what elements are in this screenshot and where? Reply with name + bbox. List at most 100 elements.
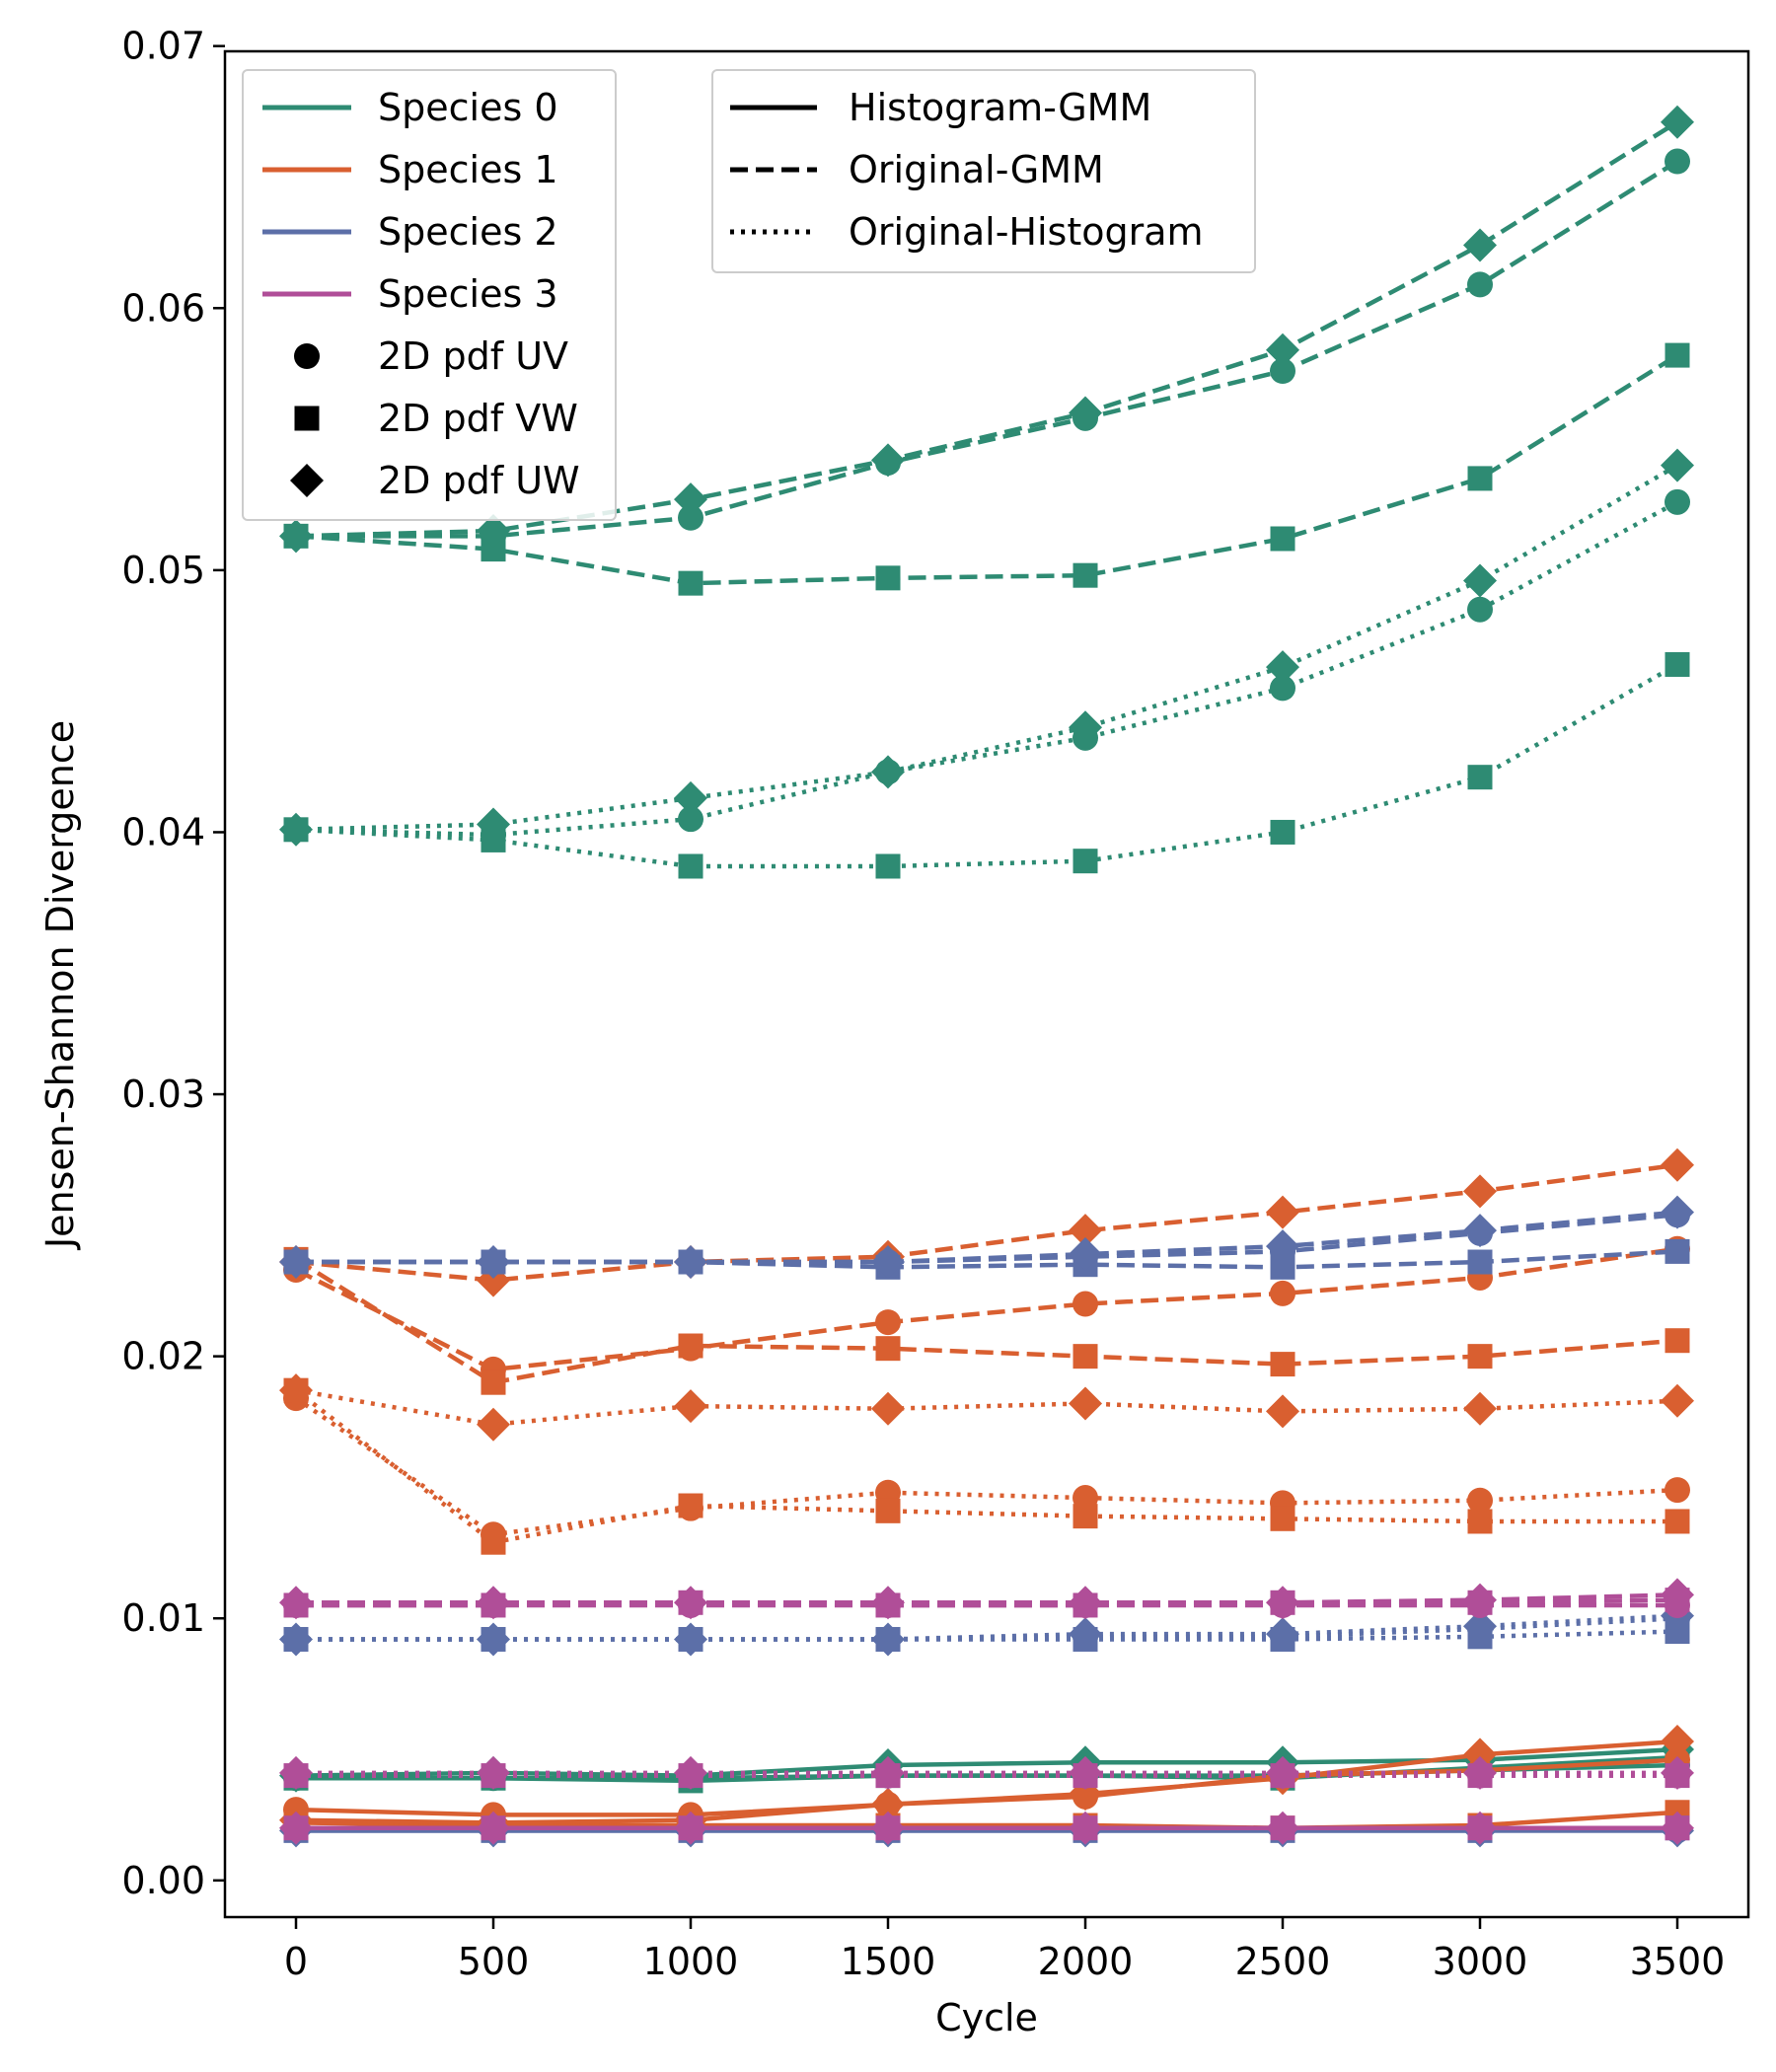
series-species-3-histogram-gmm-2d-pdf-uw xyxy=(279,1811,1694,1845)
series-species-3-original-gmm-2d-pdf-uw xyxy=(279,1578,1694,1620)
data-point-species-0-original-gmm-2d-pdf-uw xyxy=(871,443,905,478)
data-point-species-3-original-gmm-2d-pdf-uw xyxy=(1661,1578,1694,1612)
data-point-species-1-original-gmm-2d-pdf-uw xyxy=(1463,1174,1497,1209)
data-point-species-2-original-histogram-2d-pdf-uw xyxy=(1069,1617,1102,1652)
x-tick-label: 2500 xyxy=(1235,1940,1331,1983)
data-point-species-3-original-histogram-2d-pdf-uw xyxy=(279,1755,313,1790)
data-point-species-0-original-histogram-2d-pdf-vw xyxy=(678,853,703,879)
data-point-species-3-original-histogram-2d-pdf-uw xyxy=(871,1755,905,1790)
y-tick-label: 0.01 xyxy=(121,1596,205,1640)
data-point-species-1-original-gmm-2d-pdf-uw xyxy=(1069,1214,1102,1248)
data-point-species-0-original-histogram-2d-pdf-uw xyxy=(477,807,510,842)
x-tick-label: 3500 xyxy=(1630,1940,1726,1983)
data-point-species-3-original-gmm-2d-pdf-uw xyxy=(1069,1586,1102,1620)
data-point-species-3-original-histogram-2d-pdf-uw xyxy=(477,1755,510,1790)
data-point-species-0-original-histogram-2d-pdf-uv xyxy=(1467,596,1493,623)
data-point-species-3-original-histogram-2d-pdf-uw xyxy=(1661,1755,1694,1790)
data-point-species-0-original-gmm-2d-pdf-uv xyxy=(1270,358,1295,385)
data-point-species-0-original-gmm-2d-pdf-uv xyxy=(678,504,703,531)
data-point-species-1-original-histogram-2d-pdf-uw xyxy=(674,1389,707,1424)
data-point-species-2-original-histogram-2d-pdf-uw xyxy=(674,1622,707,1657)
data-point-species-2-original-gmm-2d-pdf-vw xyxy=(1467,1249,1493,1275)
data-point-species-3-histogram-gmm-2d-pdf-uw xyxy=(871,1811,905,1845)
axes-frame xyxy=(223,49,1750,1919)
data-point-species-1-original-histogram-2d-pdf-uv xyxy=(1665,1477,1690,1504)
data-point-species-3-original-gmm-2d-pdf-uw xyxy=(279,1586,313,1620)
data-point-species-0-original-gmm-2d-pdf-uw xyxy=(1266,333,1299,367)
y-tick-label: 0.05 xyxy=(121,549,205,592)
data-point-species-2-original-gmm-2d-pdf-uw xyxy=(871,1245,905,1280)
data-point-species-3-original-histogram-2d-pdf-uw xyxy=(674,1755,707,1790)
data-point-species-1-original-histogram-2d-pdf-uw xyxy=(1661,1383,1694,1418)
data-point-species-3-histogram-gmm-2d-pdf-uw xyxy=(477,1811,510,1845)
data-point-species-2-original-gmm-2d-pdf-uw xyxy=(1463,1214,1497,1248)
y-axis: 0.00 0.01 0.02 0.03 0.04 0.05 0.06 0.07 xyxy=(121,25,225,1902)
data-point-species-1-original-gmm-2d-pdf-vw xyxy=(1467,1344,1493,1369)
series-line-species-0-original-histogram-2d-pdf-vw xyxy=(295,662,1679,869)
series-species-2-original-histogram-2d-pdf-uw xyxy=(279,1598,1694,1657)
data-point-species-0-original-histogram-2d-pdf-uw xyxy=(1463,563,1497,598)
data-point-species-0-original-gmm-2d-pdf-uv xyxy=(1665,148,1690,175)
legend-label-histogram-gmm: Histogram-GMM xyxy=(849,86,1151,129)
data-point-species-0-original-histogram-2d-pdf-vw xyxy=(1665,651,1690,677)
data-point-species-0-original-gmm-2d-pdf-vw xyxy=(1073,562,1098,588)
legend-label-2d-pdf-vw: 2D pdf VW xyxy=(378,397,578,440)
data-point-species-1-original-histogram-2d-pdf-uv xyxy=(1467,1487,1493,1514)
data-point-species-0-original-histogram-2d-pdf-uw xyxy=(279,812,313,847)
x-axis-label: Cycle xyxy=(935,1996,1038,2039)
data-point-species-0-original-gmm-2d-pdf-vw xyxy=(1270,526,1295,552)
data-point-species-1-original-gmm-2d-pdf-vw xyxy=(678,1333,703,1359)
data-point-species-1-original-histogram-2d-pdf-vw xyxy=(1270,1506,1295,1531)
data-point-species-1-original-gmm-2d-pdf-vw xyxy=(875,1336,901,1362)
x-tick-label: 3000 xyxy=(1433,1940,1528,1983)
data-point-species-0-original-histogram-2d-pdf-uw xyxy=(1661,448,1694,482)
legend-label-original-histogram: Original-Histogram xyxy=(849,210,1204,254)
legend-label-original-gmm: Original-GMM xyxy=(849,148,1104,191)
data-point-species-1-original-histogram-2d-pdf-vw xyxy=(875,1498,901,1523)
data-point-species-0-original-histogram-2d-pdf-vw xyxy=(1073,849,1098,874)
legend-marker-2d-pdf-uw xyxy=(290,464,324,497)
data-point-species-0-original-gmm-2d-pdf-vw xyxy=(678,570,703,596)
legend-comparison: Histogram-GMM Original-GMM Original-Histog… xyxy=(711,69,1256,273)
y-tick-label: 0.02 xyxy=(121,1335,205,1378)
data-point-species-1-original-histogram-2d-pdf-uw xyxy=(1266,1394,1299,1429)
legend-label-2d-pdf-uv: 2D pdf UV xyxy=(378,334,568,378)
data-point-species-1-original-gmm-2d-pdf-uw xyxy=(1661,1147,1694,1182)
y-tick-label: 0.00 xyxy=(121,1859,205,1902)
data-point-species-1-original-gmm-2d-pdf-uv xyxy=(1270,1280,1295,1306)
data-point-species-0-original-gmm-2d-pdf-vw xyxy=(1467,466,1493,491)
data-point-species-0-original-histogram-2d-pdf-uw xyxy=(1069,710,1102,745)
x-axis: 0 500 1000 1500 2000 2500 3000 3500 xyxy=(284,1917,1725,1983)
data-point-species-0-original-histogram-2d-pdf-vw xyxy=(875,853,901,879)
data-point-species-0-original-histogram-2d-pdf-uw xyxy=(871,755,905,789)
plot-area xyxy=(279,105,1694,1848)
series-species-3-original-histogram-2d-pdf-uw xyxy=(279,1755,1694,1790)
data-point-species-0-original-histogram-2d-pdf-vw xyxy=(1467,765,1493,790)
legend-marker-2d-pdf-uv xyxy=(294,343,320,369)
legend-label-species-0: Species 0 xyxy=(378,86,558,129)
data-point-species-0-original-gmm-2d-pdf-uw xyxy=(1463,228,1497,262)
series-line-species-0-original-histogram-2d-pdf-uw xyxy=(295,463,1679,833)
data-point-species-0-original-gmm-2d-pdf-uw xyxy=(674,482,707,517)
y-tick-label: 0.04 xyxy=(121,810,205,853)
data-point-species-2-original-gmm-2d-pdf-uw xyxy=(674,1245,707,1280)
legend-label-species-1: Species 1 xyxy=(378,148,558,191)
data-point-species-1-original-histogram-2d-pdf-uw xyxy=(477,1407,510,1442)
series-line-species-1-original-gmm-2d-pdf-uw xyxy=(295,1162,1678,1283)
legend-label-species-3: Species 3 xyxy=(378,272,558,316)
data-point-species-0-original-gmm-2d-pdf-uv xyxy=(1467,271,1493,298)
data-point-species-1-original-gmm-2d-pdf-vw xyxy=(1270,1352,1295,1377)
x-tick-label: 500 xyxy=(458,1940,530,1983)
data-point-species-0-original-gmm-2d-pdf-uw xyxy=(1069,396,1102,430)
data-point-species-1-original-histogram-2d-pdf-vw xyxy=(481,1529,506,1555)
legend-comparison-frame xyxy=(711,69,1256,273)
series-line-species-0-original-gmm-2d-pdf-vw xyxy=(295,353,1679,586)
data-point-species-2-original-histogram-2d-pdf-uw xyxy=(871,1622,905,1657)
data-point-species-3-original-gmm-2d-pdf-uw xyxy=(1463,1583,1497,1617)
series-line-species-1-histogram-gmm-2d-pdf-uw xyxy=(295,1739,1678,1825)
legend-label-2d-pdf-uw: 2D pdf UW xyxy=(378,459,580,502)
data-point-species-3-histogram-gmm-2d-pdf-uw xyxy=(279,1811,313,1845)
legend-label-species-2: Species 2 xyxy=(378,210,558,254)
series-line-species-2-original-histogram-2d-pdf-uw xyxy=(296,1613,1678,1642)
